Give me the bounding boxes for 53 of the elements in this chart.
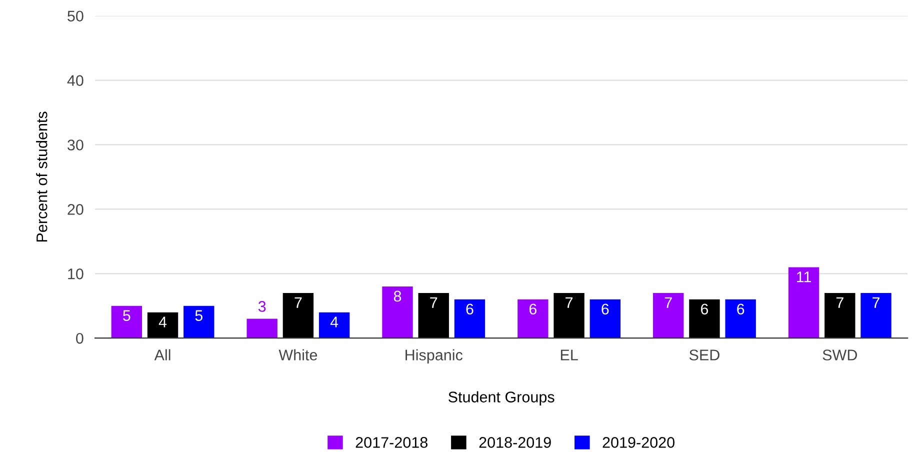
bar xyxy=(184,306,214,338)
legend-label: 2018-2019 xyxy=(479,437,551,448)
bar xyxy=(554,292,584,338)
y-tick-label: 30 xyxy=(68,140,84,150)
y-axis-title: Percent of students xyxy=(36,112,48,242)
y-tick-label: 10 xyxy=(68,268,84,280)
data-label: 5 xyxy=(123,310,130,321)
legend-label: 2019-2020 xyxy=(602,437,674,448)
data-label: 7 xyxy=(566,297,573,308)
bar xyxy=(318,312,350,338)
bar xyxy=(788,267,820,338)
data-label: 8 xyxy=(394,290,402,302)
x-tick-label: SED xyxy=(689,350,720,360)
data-label: 7 xyxy=(872,297,880,308)
y-tick-label: 20 xyxy=(68,204,84,215)
x-tick-label: All xyxy=(154,349,170,360)
bar xyxy=(653,292,684,338)
bar xyxy=(518,299,548,338)
bar xyxy=(418,292,449,338)
data-label: 6 xyxy=(529,304,537,315)
bar xyxy=(689,299,720,338)
data-label: 3 xyxy=(258,301,266,312)
x-tick-label: White xyxy=(278,349,318,360)
data-label: 7 xyxy=(836,297,844,308)
data-label: 6 xyxy=(737,304,744,315)
bar xyxy=(246,318,278,338)
bar xyxy=(590,299,620,338)
x-axis-title: Student Groups xyxy=(448,391,554,406)
y-tick-label: 50 xyxy=(68,10,84,22)
bar xyxy=(454,299,486,338)
y-tick-label: 40 xyxy=(67,75,84,86)
bar xyxy=(725,299,756,338)
data-label: 11 xyxy=(797,272,811,282)
data-label: 6 xyxy=(466,304,474,315)
bar xyxy=(147,312,178,338)
data-label: 4 xyxy=(330,316,338,328)
data-label: 6 xyxy=(700,304,708,315)
y-tick-label: 0 xyxy=(76,332,84,344)
data-label: 7 xyxy=(430,297,438,308)
data-label: 7 xyxy=(294,297,302,308)
x-tick-label: SWD xyxy=(822,350,857,360)
data-label: 7 xyxy=(664,297,672,308)
bar xyxy=(282,292,314,338)
bar xyxy=(860,292,892,338)
data-label: 6 xyxy=(602,304,609,315)
data-label: 5 xyxy=(195,310,202,321)
bar xyxy=(111,306,142,338)
bar xyxy=(824,292,856,338)
x-tick-label: Hispanic xyxy=(406,349,463,364)
legend-label: 2017-2018 xyxy=(356,437,428,448)
bar xyxy=(382,286,413,338)
data-label: 4 xyxy=(158,316,167,328)
x-tick-label: EL xyxy=(560,350,578,360)
